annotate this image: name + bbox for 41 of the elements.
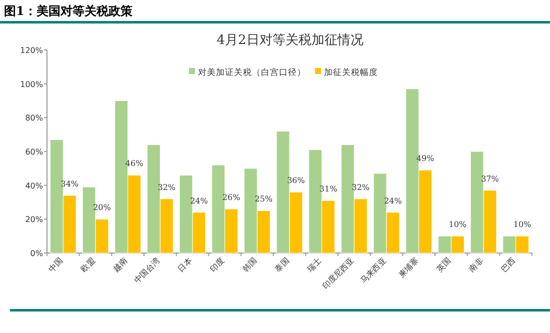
y-tick-label: 120%	[20, 46, 44, 55]
y-tick-label: 40%	[25, 181, 44, 190]
y-tick-label: 80%	[25, 114, 44, 123]
data-label: 37%	[481, 174, 500, 184]
x-tick-label: 韩国	[240, 256, 259, 274]
x-tick-label: 越南	[112, 256, 130, 274]
legend-label: 对美加证关税（白宫口径）	[198, 67, 306, 78]
x-tick-label: 日本	[176, 256, 194, 274]
data-label: 26%	[222, 193, 241, 202]
x-tick-label: 泰国	[273, 256, 291, 274]
data-label: 49%	[416, 154, 435, 164]
data-label: 10%	[448, 220, 467, 230]
data-label: 32%	[158, 182, 176, 192]
data-label: 31%	[319, 184, 338, 194]
data-label: 24%	[190, 196, 208, 206]
x-tick-label: 巴西	[500, 256, 518, 274]
y-tick-label: 20%	[25, 215, 44, 224]
legend-label: 加征关税幅度	[324, 67, 378, 78]
data-label: 24%	[384, 196, 402, 206]
data-label: 25%	[254, 194, 273, 204]
x-tick-label: 印度	[208, 256, 226, 274]
x-tick-label: 英国	[434, 256, 453, 274]
chart-title: 图1：美国对等关税政策	[4, 4, 134, 18]
x-tick-label: 中国	[46, 256, 65, 274]
x-tick-label: 中国台湾	[132, 256, 162, 286]
chart-subtitle: 4月2日对等关税加征情况	[216, 33, 364, 48]
x-tick-label: 柬埔寨	[396, 256, 420, 280]
data-label: 46%	[125, 159, 144, 168]
y-tick-label: 60%	[25, 148, 44, 156]
y-tick-label: 0%	[30, 249, 44, 258]
data-label: 20%	[93, 203, 112, 212]
x-tick-label: 南非	[467, 256, 485, 274]
x-tick-label: 马来西亚	[358, 256, 388, 286]
y-tick-label: 100%	[20, 80, 44, 89]
x-tick-label: 欧盟	[79, 256, 97, 274]
x-tick-label: 瑞士	[306, 256, 324, 274]
data-label: 34%	[60, 179, 79, 188]
data-label: 36%	[287, 176, 306, 186]
x-tick-label: 印度尼西亚	[320, 256, 356, 291]
data-label: 10%	[513, 220, 532, 230]
data-label: 32%	[352, 182, 370, 192]
